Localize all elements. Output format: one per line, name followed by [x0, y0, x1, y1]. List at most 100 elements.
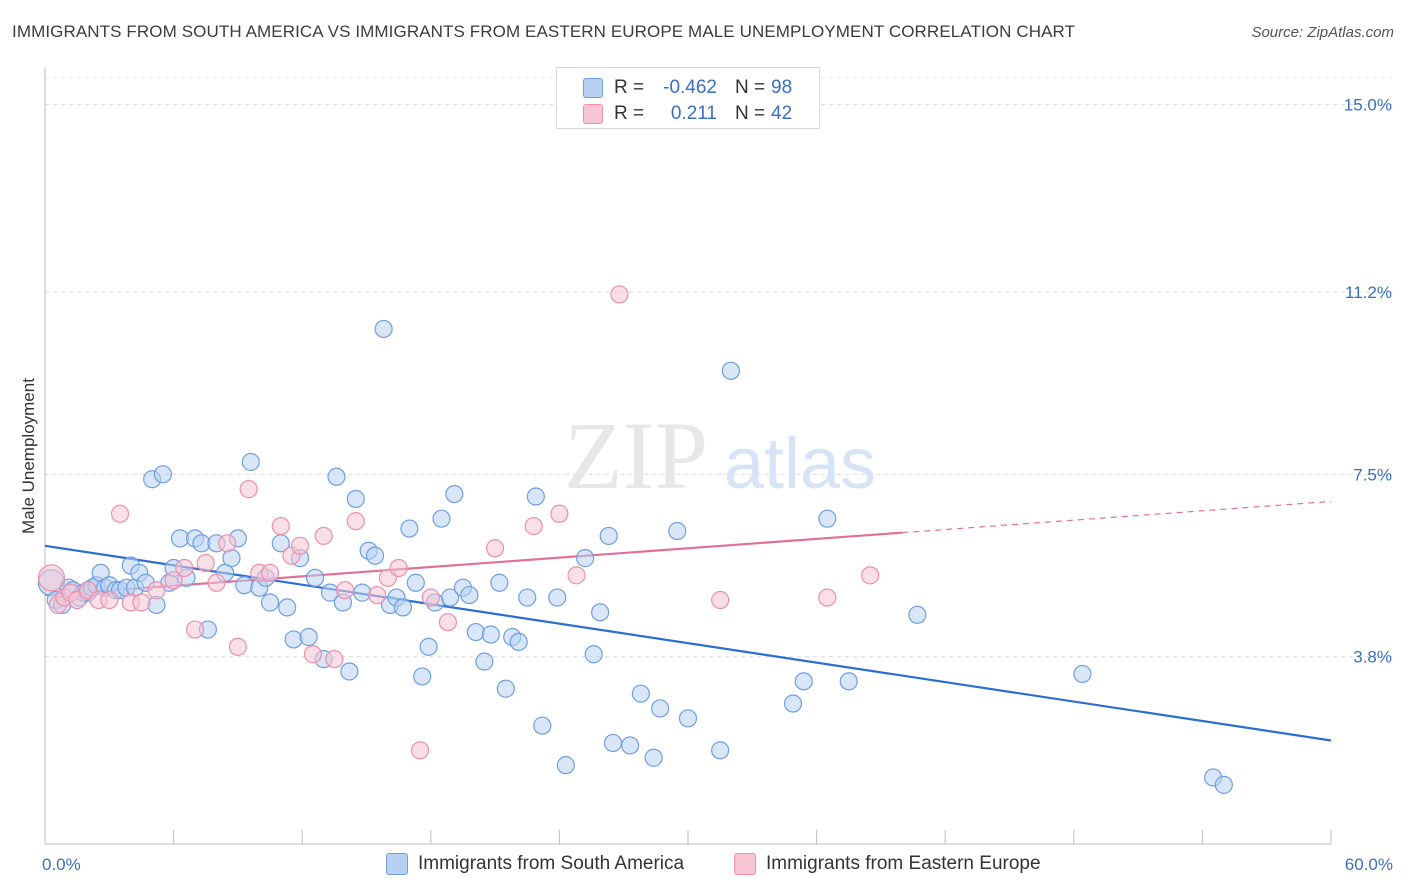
point-eastern-europe — [389, 558, 408, 578]
legend-swatch-pink — [583, 104, 603, 124]
point-south-america — [460, 585, 479, 605]
point-south-america — [346, 489, 365, 509]
x-tick-label: 60.0% — [1345, 855, 1393, 874]
point-south-america — [327, 467, 346, 486]
bottom-legend-label: Immigrants from South America — [418, 853, 685, 874]
point-south-america — [305, 568, 325, 587]
point-eastern-europe — [610, 285, 629, 304]
legend-r-value: 0.211 — [670, 103, 717, 124]
point-south-america — [481, 625, 500, 644]
legend-n-value: 98 — [771, 77, 793, 98]
point-south-america — [908, 605, 927, 624]
point-south-america — [556, 756, 575, 775]
point-south-america — [393, 598, 413, 617]
point-south-america — [235, 576, 254, 595]
bottom-legend-swatch-pink — [734, 853, 756, 875]
point-south-america — [440, 588, 460, 607]
tick-labels: 3.8% 7.5% 11.2% 15.0% 0.0% 60.0% — [42, 96, 1393, 874]
point-south-america — [1073, 664, 1092, 684]
point-eastern-europe — [368, 585, 387, 605]
point-eastern-europe — [100, 590, 119, 610]
point-eastern-europe — [147, 581, 166, 600]
point-south-america — [603, 733, 623, 753]
point-eastern-europe — [861, 566, 880, 585]
point-south-america — [241, 452, 260, 472]
point-south-america — [445, 484, 464, 504]
point-south-america — [678, 709, 698, 728]
point-eastern-europe — [164, 571, 183, 590]
y-axis-label: Male Unemployment — [19, 378, 38, 534]
watermark-zip: ZIP — [564, 402, 708, 509]
legend-r-value: -0.462 — [663, 77, 717, 98]
point-eastern-europe — [175, 558, 194, 578]
points-south-america — [37, 319, 1233, 794]
y-tick-label: 3.8% — [1353, 648, 1392, 667]
point-south-america — [365, 546, 385, 565]
x-tick-label: 0.0% — [42, 855, 81, 874]
point-eastern-europe — [228, 637, 247, 656]
legend-r-label: R = — [614, 103, 645, 124]
legend-row-eastern-europe: R = 0.211 N = 42 — [557, 101, 819, 127]
point-south-america — [651, 699, 670, 718]
point-eastern-europe — [196, 553, 215, 573]
point-eastern-europe — [818, 588, 837, 607]
point-south-america — [668, 521, 687, 541]
point-eastern-europe — [550, 504, 569, 523]
point-eastern-europe — [335, 581, 355, 600]
point-south-america — [260, 593, 280, 612]
legend-r-label: R = — [614, 77, 645, 98]
point-south-america — [533, 716, 552, 735]
point-south-america — [466, 622, 485, 642]
point-eastern-europe — [290, 536, 310, 555]
point-south-america — [644, 748, 663, 767]
point-south-america — [518, 588, 537, 607]
legend-n-value: 42 — [771, 103, 793, 124]
correlation-legend: R = -0.462 N = 98 R = 0.211 N = 42 — [556, 67, 820, 129]
axes — [44, 68, 1332, 845]
point-south-america — [432, 509, 451, 528]
point-south-america — [621, 736, 640, 755]
gridlines — [45, 77, 1392, 658]
point-south-america — [584, 645, 603, 664]
source-label: Source: ZipAtlas.com — [1251, 24, 1394, 41]
point-eastern-europe — [325, 650, 344, 669]
point-south-america — [413, 667, 432, 686]
point-eastern-europe — [207, 573, 226, 592]
point-eastern-europe — [421, 588, 440, 607]
point-south-america — [526, 487, 545, 506]
point-eastern-europe — [524, 516, 543, 536]
point-eastern-europe — [303, 645, 323, 664]
point-eastern-europe — [218, 534, 237, 553]
point-south-america — [818, 509, 837, 528]
chart-title: IMMIGRANTS FROM SOUTH AMERICA VS IMMIGRA… — [12, 22, 1076, 41]
bottom-legend-label: Immigrants from Eastern Europe — [766, 853, 1041, 874]
points-eastern-europe — [37, 285, 880, 760]
y-tick-label: 15.0% — [1344, 96, 1392, 115]
point-eastern-europe — [110, 504, 130, 523]
point-south-america — [631, 684, 650, 703]
watermark: ZIP atlas — [564, 402, 876, 509]
bottom-legend-swatch-blue — [386, 853, 408, 875]
point-south-america — [783, 694, 803, 713]
legend-row-south-america: R = -0.462 N = 98 — [557, 75, 819, 101]
point-south-america — [475, 652, 494, 671]
point-south-america — [548, 588, 567, 607]
watermark-atlas: atlas — [724, 424, 876, 504]
point-south-america — [490, 573, 509, 592]
legend-swatch-blue — [583, 78, 603, 98]
point-south-america — [374, 319, 393, 339]
point-eastern-europe — [486, 539, 505, 558]
point-south-america — [509, 632, 528, 652]
point-eastern-europe — [410, 741, 430, 760]
point-eastern-europe — [567, 566, 586, 585]
point-south-america — [353, 583, 372, 602]
point-south-america — [278, 598, 297, 617]
point-eastern-europe — [711, 590, 730, 610]
point-south-america — [419, 637, 438, 656]
point-south-america — [340, 662, 359, 681]
point-south-america — [299, 627, 318, 647]
point-south-america — [576, 549, 595, 568]
point-south-america — [1214, 775, 1233, 794]
point-eastern-europe — [37, 564, 66, 592]
